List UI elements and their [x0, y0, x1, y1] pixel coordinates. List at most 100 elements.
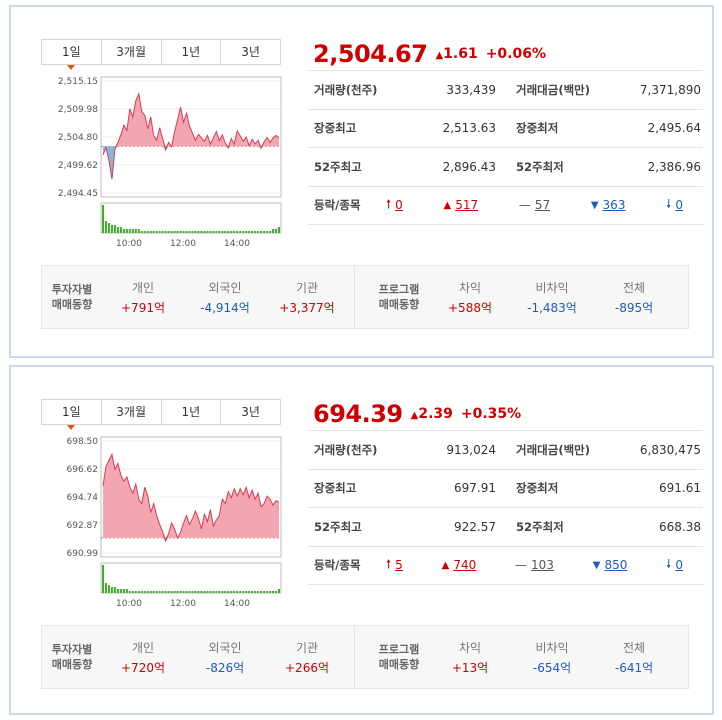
volume-bar [242, 591, 245, 593]
total-flow: 전체 -641억 [593, 639, 675, 676]
volume-bar [245, 591, 248, 593]
up-count[interactable]: ▲ 740 [442, 558, 477, 572]
w52-low-value: 668.38 [659, 519, 701, 534]
price-header: 694.39 ▲2.39 +0.35% [313, 397, 521, 431]
volume-label: 거래량(천주) [314, 82, 378, 97]
up-count[interactable]: ▲ 517 [444, 198, 479, 212]
volume-bar [137, 591, 140, 593]
area-up [103, 93, 279, 147]
volume-bar [233, 231, 236, 233]
volume-bar [143, 231, 146, 233]
non-arbitrage-value: -654억 [532, 660, 572, 675]
tab-3m[interactable]: 3개월 [100, 40, 161, 64]
volume-bar [263, 231, 266, 233]
tab-1y[interactable]: 1년 [160, 40, 221, 64]
tab-3m[interactable]: 3개월 [100, 400, 161, 424]
foreign-label: 외국인 [208, 640, 242, 655]
volume-bar [260, 231, 263, 233]
investor-flow-title: 투자자별 매매동향 [42, 282, 102, 312]
volume-bar [182, 591, 185, 593]
change-value: 2.39 [418, 406, 453, 422]
stats-row: 장중최고 697.91 장중최저 691.61 [308, 468, 703, 508]
non-arbitrage-label: 비차익 [535, 280, 569, 295]
w52-high-value: 922.57 [454, 519, 496, 534]
volume-bar [152, 591, 155, 593]
volume-bar [197, 591, 200, 593]
volume-bar [143, 591, 146, 593]
up-triangle-icon: ▲ [441, 559, 450, 571]
low-label: 장중최저 [516, 121, 559, 136]
volume-bar [251, 591, 254, 593]
volume-bar [230, 591, 233, 593]
period-tabs: 1일 3개월 1년 3년 [41, 399, 281, 430]
total-flow: 전체 -895억 [593, 279, 675, 316]
y-tick-label: 2,509.98 [58, 105, 98, 115]
stats-row: 52주최고 922.57 52주최저 668.38 [308, 507, 703, 546]
down-value[interactable]: 363 [602, 198, 626, 213]
stats-table: 거래량(천주) 913,024 거래대금(백만) 6,830,475 장중최고 … [308, 430, 703, 585]
tab-1d[interactable]: 1일 [42, 400, 101, 430]
change-percent: +0.06% [485, 46, 546, 62]
x-tick-label: 14:00 [224, 239, 250, 249]
volume-bar [131, 229, 134, 233]
volume-bar [128, 591, 131, 593]
arrow-down-icon: 🠗 [666, 196, 672, 211]
up-value[interactable]: 517 [455, 198, 479, 213]
intraday-chart[interactable]: 698.50 696.62 694.74 692.87 690.99 10:00 12:00… [43, 433, 283, 609]
volume-bar [230, 231, 233, 233]
down-count[interactable]: ▼ 850 [593, 558, 628, 572]
volume-bar [102, 205, 104, 233]
volume-bar [278, 227, 280, 233]
price-change: ▲1.61 [435, 46, 477, 62]
down-count[interactable]: ▼ 363 [591, 198, 626, 212]
flat-value[interactable]: 57 [534, 198, 551, 213]
investor-flow-title: 투자자별 매매동향 [42, 642, 102, 672]
institution-flow: 기관 +266억 [266, 639, 348, 676]
volume-bar [269, 231, 272, 233]
tab-3y[interactable]: 3년 [220, 40, 280, 64]
volume-bar [188, 231, 191, 233]
tab-1y[interactable]: 1년 [160, 400, 221, 424]
upper-limit-count[interactable]: 🠕 0 [386, 195, 403, 216]
volume-bar [149, 231, 152, 233]
up-value[interactable]: 740 [453, 558, 477, 573]
low-value: 2,495.64 [647, 121, 701, 136]
volume-bar [236, 231, 239, 233]
volume-bar [102, 565, 104, 593]
low-value: 691.61 [659, 481, 701, 496]
upper-limit-value[interactable]: 0 [395, 198, 403, 213]
individual-flow: 개인 +791억 [102, 279, 184, 316]
arrow-up-icon: 🠕 [386, 196, 392, 211]
down-value[interactable]: 850 [604, 558, 628, 573]
foreign-label: 외국인 [208, 280, 242, 295]
volume-bar [185, 591, 188, 593]
volume-bar [209, 591, 212, 593]
trading-flow-box: 투자자별 매매동향 개인 +791억 외국인 -4,914억 기관 +3,377억 프로… [41, 265, 689, 329]
intraday-chart[interactable]: 2,515.15 2,509.98 2,504.80 2,499.62 2,494.45… [43, 73, 283, 249]
price-line [102, 452, 280, 543]
flat-count[interactable]: —103 [515, 558, 554, 572]
volume-bar [140, 231, 143, 233]
tab-1d[interactable]: 1일 [42, 40, 101, 70]
volume-bar [113, 587, 116, 593]
upper-limit-count[interactable]: 🠕 5 [386, 555, 403, 576]
lower-limit-count[interactable]: 🠗 0 [666, 555, 683, 576]
lower-limit-count[interactable]: 🠗 0 [666, 195, 683, 216]
volume-bar [113, 225, 116, 233]
amount-label: 거래대금(백만) [516, 442, 590, 457]
lower-limit-value[interactable]: 0 [675, 558, 683, 573]
up-triangle-icon: ▲ [410, 410, 419, 421]
program-title-line2: 매매동향 [378, 658, 420, 671]
arbitrage-value: +588억 [448, 300, 492, 315]
volume-bar [251, 231, 254, 233]
volume-bar [146, 591, 149, 593]
non-arbitrage-label: 비차익 [535, 640, 569, 655]
upper-limit-value[interactable]: 5 [395, 558, 403, 573]
flat-count[interactable]: —57 [519, 198, 550, 212]
lower-limit-value[interactable]: 0 [675, 198, 683, 213]
flat-value[interactable]: 103 [531, 558, 554, 573]
program-flow: 프로그램 매매동향 차익 +13억 비차익 -654억 전체 -641억 [369, 639, 675, 676]
non-arbitrage-value: -1,483억 [527, 300, 577, 315]
w52-high-label: 52주최고 [314, 519, 362, 534]
tab-3y[interactable]: 3년 [220, 400, 280, 424]
